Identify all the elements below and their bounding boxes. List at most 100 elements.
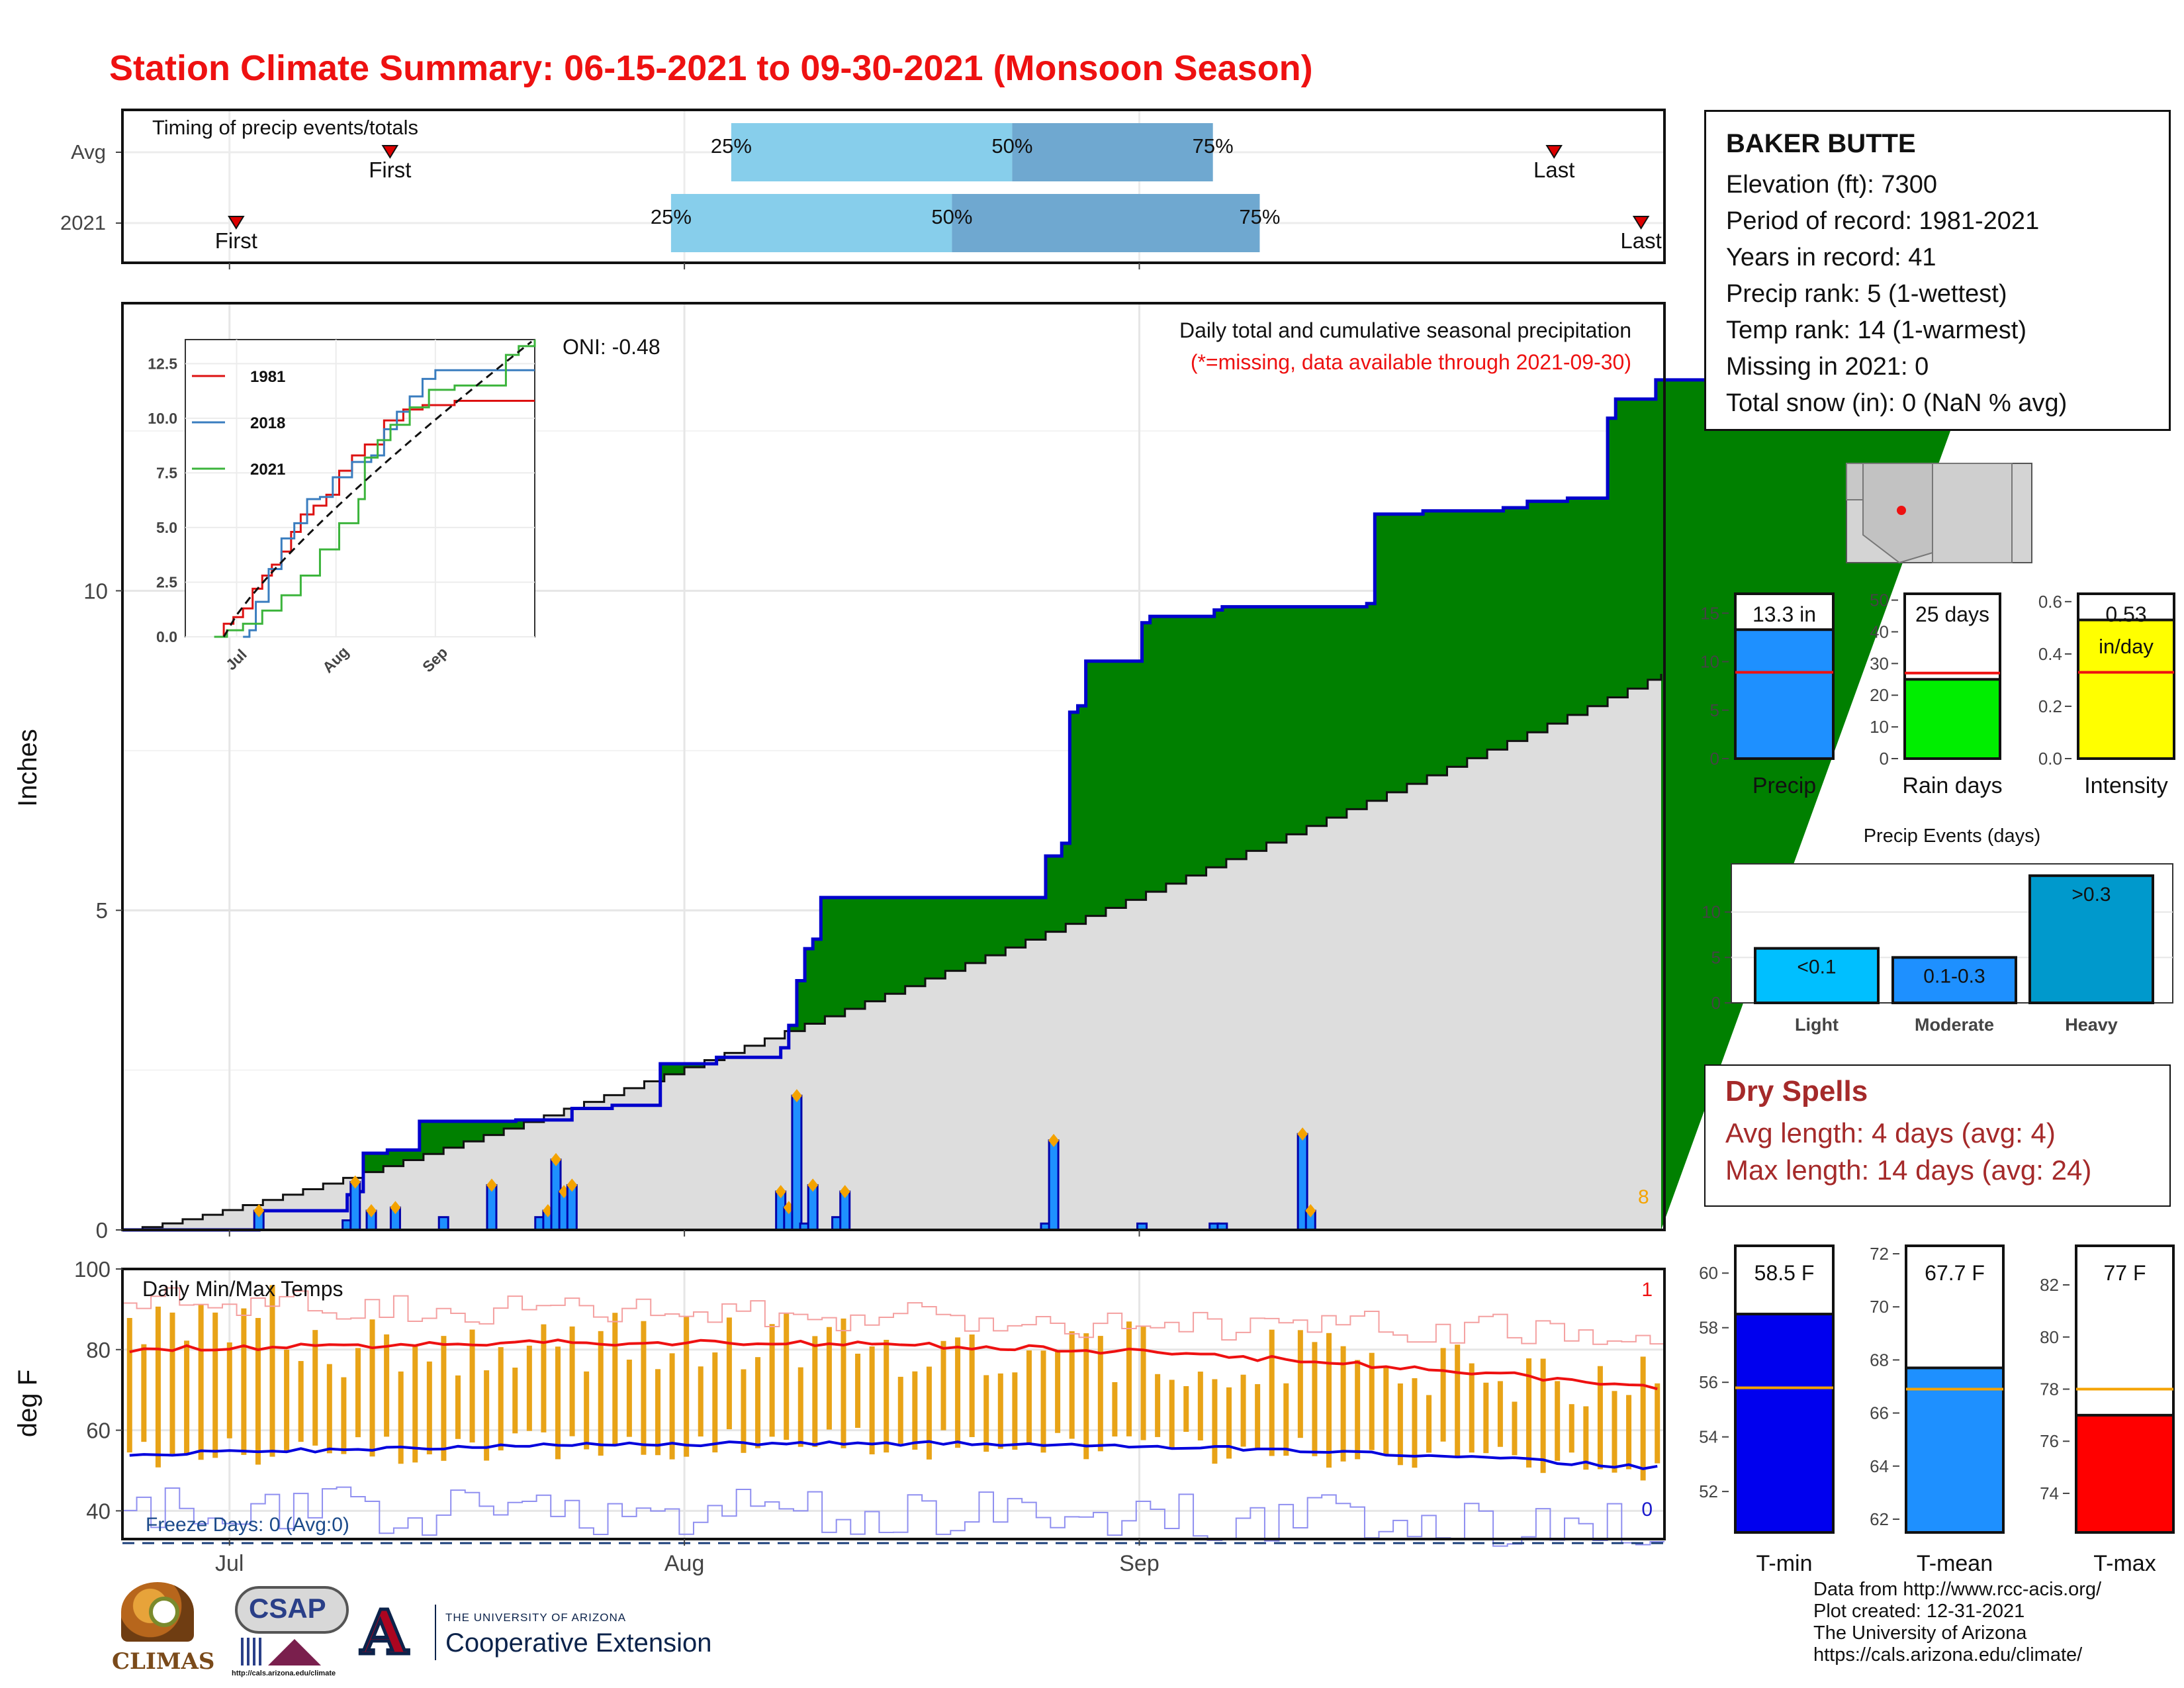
freeze-days-label: Freeze Days: 0 (Avg:0) — [146, 1514, 349, 1536]
daily-temp-range-bar — [598, 1331, 604, 1456]
x-axis-tick-label: Jul — [215, 1551, 244, 1576]
daily-temp-range-bar — [298, 1361, 304, 1442]
temp-panel-title: Daily Min/Max Temps — [142, 1277, 343, 1301]
daily-temp-range-bar — [184, 1340, 190, 1455]
station-location-marker — [1897, 506, 1906, 515]
main-y-tick-label: 0 — [96, 1218, 108, 1243]
tmean-summary-tick-label: 66 — [1870, 1403, 1889, 1423]
tmin-summary-tick-label: 52 — [1699, 1481, 1718, 1501]
heavy-event-marker — [349, 1175, 361, 1189]
intensity-summary-tick-label: 0.6 — [2038, 592, 2062, 612]
daily-temp-range-bar — [469, 1329, 475, 1443]
precip-event-bar-label: >0.3 — [2071, 884, 2111, 906]
daily-temp-range-bar — [1612, 1391, 1617, 1473]
tmax-summary-label: T-max — [2093, 1551, 2156, 1576]
inset-panel — [185, 339, 535, 637]
tmean-summary-label: T-mean — [1917, 1551, 1993, 1576]
daily-temp-range-bar — [269, 1285, 275, 1457]
temp-y-tick-label: 100 — [74, 1257, 111, 1282]
temp-y-tick-label: 80 — [86, 1338, 111, 1362]
raindays-summary-tick-label: 40 — [1870, 622, 1889, 641]
record-max-line — [122, 1287, 1664, 1345]
record-min-line — [122, 1486, 1664, 1547]
heavy-event-marker — [486, 1178, 497, 1192]
tmean-summary-tick-label: 68 — [1870, 1350, 1889, 1370]
missing-note: (*=missing, data available through 2021-… — [1191, 350, 1631, 374]
timing-last-marker — [1632, 216, 1650, 230]
temp-panel-frame — [121, 1268, 1666, 1540]
intensity-summary-tick-label: 0.4 — [2038, 644, 2062, 664]
daily-temp-range-bar — [1555, 1381, 1561, 1461]
daily-temp-range-bar — [1426, 1395, 1432, 1453]
precip-event-bar-label: 0.1-0.3 — [1923, 965, 1985, 987]
heavy-event-marker — [1297, 1127, 1308, 1141]
temp-y-label: deg F — [13, 1370, 42, 1437]
station-precip-rank: Precip rank: 5 (1-wettest) — [1726, 280, 2007, 308]
csap-rain-icon — [241, 1638, 263, 1665]
daily-temp-range-bar — [1183, 1386, 1189, 1432]
daily-temp-range-bar — [940, 1340, 946, 1430]
daily-temp-range-bar — [1055, 1351, 1061, 1433]
precip-event-bar — [1754, 947, 1880, 1005]
heavy-event-marker — [791, 1089, 802, 1103]
heavy-event-marker — [366, 1204, 377, 1218]
tmin-summary-label: T-min — [1756, 1551, 1813, 1576]
station-temp-rank: Temp rank: 14 (1-warmest) — [1726, 316, 2027, 344]
map-state-newmexico — [1932, 463, 2013, 563]
inset-y-tick-label: 12.5 — [148, 355, 177, 372]
credit-plot-created: Plot created: 12-31-2021 — [1813, 1601, 2025, 1622]
daily-temp-range-bar — [1455, 1344, 1461, 1456]
daily-temp-range-bar — [1569, 1404, 1574, 1453]
raindays-summary-tick-label: 50 — [1870, 590, 1889, 610]
station-info-box: BAKER BUTTE Elevation (ft): 7300 Period … — [1704, 110, 2171, 431]
daily-temp-range-bar — [1412, 1378, 1418, 1468]
daily-temp-range-bar — [555, 1346, 561, 1460]
timing-p25-label: 25% — [711, 134, 752, 158]
timing-bar-50-75 — [1012, 123, 1213, 181]
main-y-label: Inches — [13, 729, 42, 807]
daily-temp-range-bar — [1197, 1372, 1203, 1441]
inset-y-tick-label: 2.5 — [156, 573, 177, 590]
csap-logo-text: CSAP — [249, 1593, 326, 1624]
daily-temp-range-bar — [655, 1369, 661, 1456]
raindays-summary-tick-label: 10 — [1870, 717, 1889, 737]
inset-y-tick-label: 5.0 — [156, 519, 177, 536]
freeze-day-count: 0 — [1641, 1499, 1653, 1521]
inset-y-tick-label: 0.0 — [156, 628, 177, 645]
daily-temp-range-bar — [784, 1313, 790, 1440]
inset-legend-label: 2021 — [250, 461, 285, 479]
inset-legend-label: 1981 — [250, 368, 285, 386]
raindays-summary-tick-label: 30 — [1870, 653, 1889, 673]
daily-temp-range-bar — [226, 1342, 232, 1438]
daily-temp-range-bar — [1597, 1366, 1603, 1470]
tmean-summary-tick-label: 62 — [1870, 1509, 1889, 1529]
station-snow: Total snow (in): 0 (NaN % avg) — [1726, 389, 2068, 417]
inset-y-tick-label: 10.0 — [148, 410, 177, 427]
daily-temp-range-bar — [1140, 1326, 1146, 1440]
daily-temp-range-bar — [1069, 1331, 1075, 1439]
daily-temp-range-bar — [198, 1305, 204, 1460]
daily-temp-range-bar — [1169, 1380, 1175, 1449]
daily-temp-range-bar — [455, 1375, 461, 1439]
tmax-summary-bar — [2075, 1413, 2175, 1534]
precip-summary-label: Precip — [1752, 773, 1816, 798]
raindays-summary-label: Rain days — [1902, 773, 2002, 798]
daily-temp-range-bar — [1355, 1360, 1361, 1460]
daily-temp-range-bar — [512, 1367, 518, 1434]
precip-events-tick-label: 10 — [1702, 902, 1721, 922]
daily-temp-range-bar — [526, 1345, 532, 1431]
timing-p50-label: 50% — [931, 205, 972, 228]
cumulative-2021-line — [122, 378, 1969, 1232]
main-y-tick-label: 5 — [96, 898, 108, 923]
figure-title: Station Climate Summary: 06-15-2021 to 0… — [109, 48, 1313, 88]
daily-temp-range-bar — [1369, 1352, 1375, 1450]
tmean-summary-value-label: 67.7 F — [1925, 1261, 1985, 1285]
heavy-event-marker — [567, 1178, 578, 1192]
daily-temp-range-bar — [141, 1344, 147, 1442]
cumulative-normal-line — [122, 674, 1662, 1231]
inset-average-line — [222, 340, 533, 637]
daily-temp-range-bar — [1540, 1358, 1546, 1474]
precip-summary-tick-label: 0 — [1710, 749, 1719, 769]
